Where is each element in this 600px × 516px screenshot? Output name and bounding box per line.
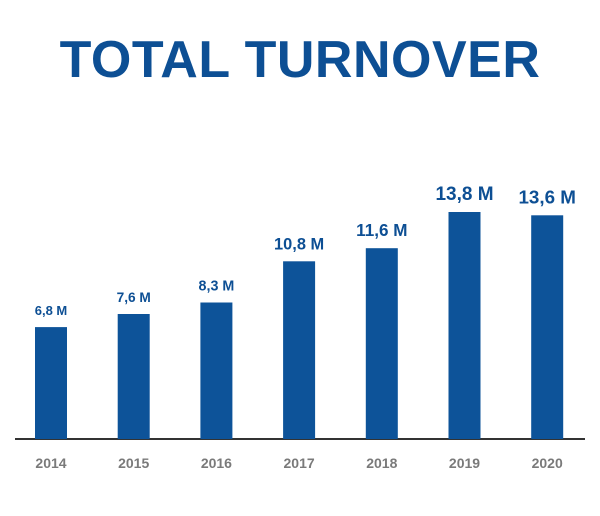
- value-label-2015: 7,6 M: [117, 290, 151, 305]
- value-label-2017: 10,8 M: [274, 235, 324, 253]
- value-label-2019: 13,8 M: [435, 184, 493, 205]
- tick-label-2016: 2016: [201, 455, 232, 471]
- tick-label-2019: 2019: [449, 455, 480, 471]
- value-label-2016: 8,3 M: [199, 279, 235, 295]
- value-label-2020: 13,6 M: [518, 186, 575, 207]
- tick-label-2020: 2020: [532, 455, 563, 471]
- bar-2014: [35, 327, 67, 439]
- bar-2016: [200, 302, 233, 439]
- bar-2015: [117, 314, 150, 439]
- value-labels-group: 6,8 M 7,6 M 8,3 M 10,8 M 11,6 M 13,8 M 13,6 M: [35, 184, 576, 318]
- tick-label-2015: 2015: [118, 455, 149, 471]
- bar-2017: [283, 261, 316, 439]
- tick-label-2018: 2018: [366, 455, 397, 471]
- bar-2019: [448, 212, 481, 439]
- chart-title: TOTAL TURNOVER: [59, 31, 541, 89]
- bars-group: [35, 212, 564, 439]
- tick-label-2014: 2014: [35, 455, 66, 471]
- bar-2020: [531, 215, 564, 439]
- tick-labels-group: 2014 2015 2016 2017 2018 2019 2020: [35, 455, 563, 471]
- value-label-2014: 6,8 M: [35, 303, 68, 318]
- tick-label-2017: 2017: [284, 455, 315, 471]
- value-label-2018: 11,6 M: [356, 221, 407, 240]
- bar-2018: [365, 248, 398, 439]
